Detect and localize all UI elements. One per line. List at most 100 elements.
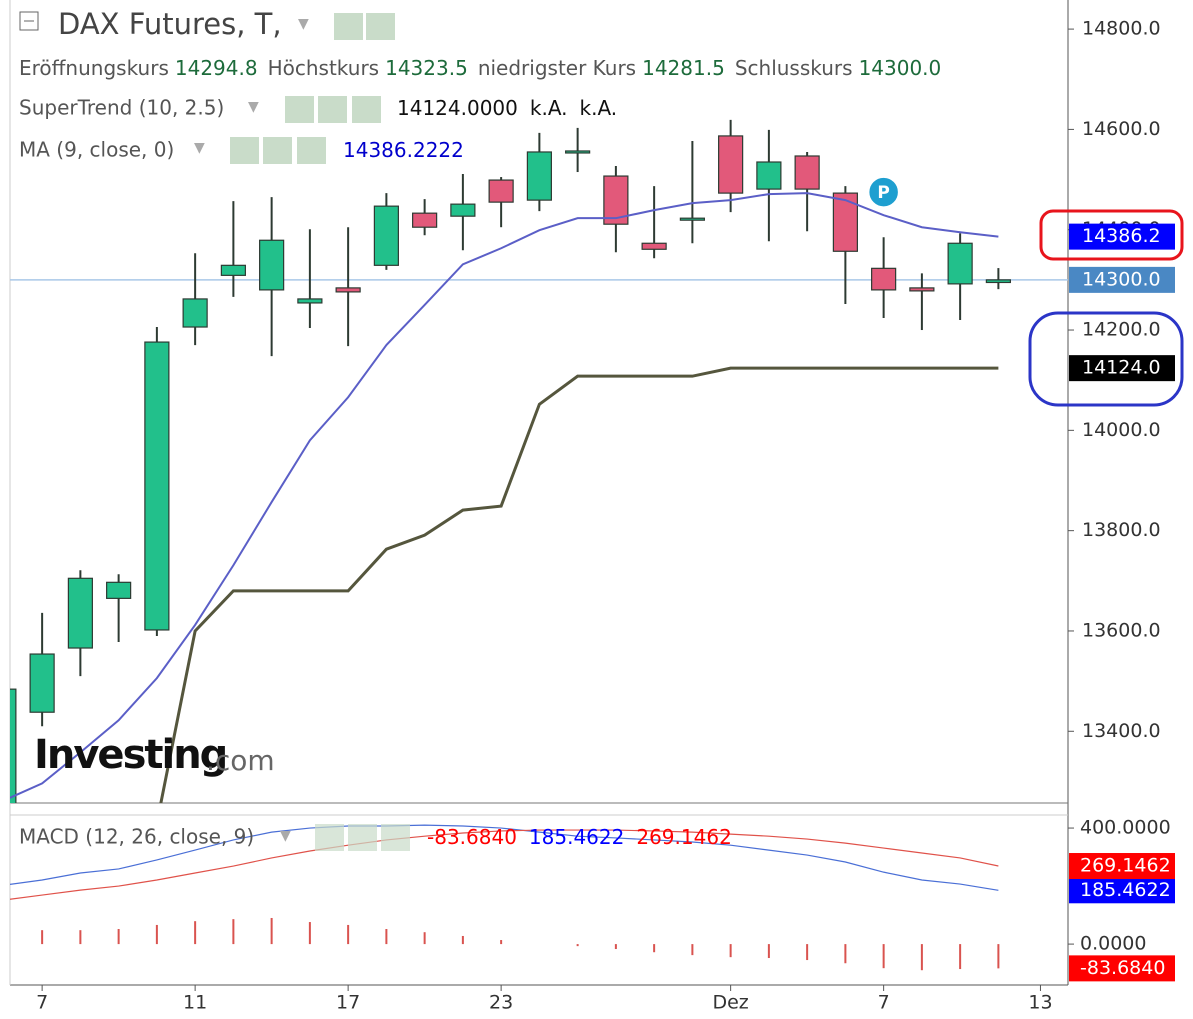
price-label-bg — [1069, 853, 1175, 880]
histogram-bar — [117, 929, 120, 945]
macd-value: 269.1462 — [636, 825, 731, 849]
collapse-button[interactable] — [19, 11, 39, 31]
overlay-value: k.A. — [530, 96, 568, 120]
candle-body — [871, 267, 897, 291]
overlay-value: 14124.0000 — [397, 96, 518, 120]
overlay-value: k.A. — [580, 96, 618, 120]
legend-label: niedrigster Kurs — [478, 56, 636, 80]
price-pane: P — [10, 119, 1068, 803]
x-tick-label: 11 — [183, 992, 207, 1014]
candle-body — [335, 287, 361, 293]
candle-body — [679, 217, 705, 221]
candle-body — [909, 287, 935, 292]
annotation-marker — [867, 176, 900, 208]
x-tick-label: 7 — [36, 992, 48, 1014]
histogram-bar — [729, 944, 732, 958]
candle-body — [794, 155, 820, 190]
histogram-bar — [614, 944, 617, 950]
overlay-values: 14124.0000 k.A. k.A. — [397, 96, 617, 120]
remove-button[interactable] — [381, 824, 410, 851]
y-tick-label: 13600.0 — [1082, 619, 1161, 641]
watermark-suffix: .com — [206, 744, 275, 777]
eye-button[interactable] — [230, 137, 259, 164]
macd-buttons: ▼ — [280, 824, 410, 851]
histogram-bar — [461, 935, 464, 945]
candle-body — [985, 279, 1011, 284]
histogram-bar — [194, 921, 197, 945]
overlay-line — [10, 192, 999, 799]
y-tick-label: 0.0000 — [1080, 933, 1146, 955]
macd-values: -83.6840 185.4622 269.1462 — [427, 825, 732, 849]
dropdown-arrow[interactable]: ▼ — [248, 99, 259, 115]
histogram-bar — [79, 930, 82, 945]
settings-button[interactable] — [318, 96, 347, 123]
histogram-bar — [806, 944, 809, 961]
settings-button[interactable] — [263, 137, 292, 164]
eye-button[interactable] — [334, 13, 363, 40]
candle-body — [297, 298, 323, 304]
highlight-box — [1039, 209, 1184, 261]
price-label: 185.4622 — [1080, 879, 1171, 901]
candle-body — [947, 242, 973, 285]
candle-body — [259, 239, 285, 291]
x-tick-label: 23 — [489, 992, 513, 1014]
overlay-name: MA (9, close, 0) — [19, 138, 174, 162]
candle-body — [412, 212, 438, 228]
histogram-bar — [232, 919, 235, 945]
histogram-bar — [576, 944, 579, 947]
macd-line — [10, 824, 999, 891]
candle-body — [756, 161, 782, 190]
histogram-bar — [844, 944, 847, 964]
price-label-bg — [1069, 355, 1175, 382]
histogram-bar — [653, 944, 656, 953]
settings-button[interactable] — [366, 13, 395, 40]
histogram-bar — [347, 924, 350, 945]
eye-button[interactable] — [285, 96, 314, 123]
histogram-bar — [155, 924, 158, 945]
overlay-values: 14386.2222 — [343, 138, 464, 162]
histogram-bar — [270, 917, 273, 945]
ma-buttons: ▼ — [194, 137, 326, 164]
legend-label: Eröffnungskurs — [19, 56, 169, 80]
candle-body — [10, 688, 17, 803]
y-tick-label: 14800.0 — [1082, 18, 1161, 40]
macd-value: -83.6840 — [427, 825, 517, 849]
y-tick-label: 14200.0 — [1082, 319, 1161, 341]
histogram-bar — [41, 930, 44, 945]
settings-button[interactable] — [348, 824, 377, 851]
annotation-text: P — [877, 183, 889, 203]
candle-body — [106, 581, 132, 599]
dropdown-arrow[interactable]: ▼ — [298, 16, 309, 32]
supertrend-buttons: ▼ — [248, 96, 381, 123]
price-label-bg — [1069, 223, 1175, 250]
overlay-name: SuperTrend (10, 2.5) — [19, 96, 224, 120]
histogram-bar — [920, 944, 923, 971]
price-label: 14386.2 — [1082, 225, 1161, 247]
legend-value: 14281.5 — [642, 56, 725, 80]
eye-button[interactable] — [315, 824, 344, 851]
overlay-value: 14386.2222 — [343, 138, 464, 162]
histogram-bar — [767, 944, 770, 959]
price-label: 14300.0 — [1082, 268, 1161, 290]
histogram-bar — [997, 944, 1000, 969]
x-tick-label: 13 — [1028, 992, 1052, 1014]
price-label-bg — [1069, 877, 1175, 904]
candle-body — [450, 203, 476, 217]
candle-body — [182, 298, 208, 328]
x-tick-label: Dez — [712, 992, 748, 1014]
price-label: 269.1462 — [1080, 855, 1171, 877]
macd-value: 185.4622 — [529, 825, 624, 849]
x-tick-label: 17 — [336, 992, 360, 1014]
overlay-layer: 13400.013600.013800.014000.014200.014400… — [36, 18, 1175, 1014]
remove-button[interactable] — [352, 96, 381, 123]
dropdown-arrow[interactable]: ▼ — [280, 828, 291, 844]
price-label: -83.6840 — [1080, 957, 1165, 979]
macd-title: MACD (12, 26, close, 9) — [19, 825, 254, 849]
legend-label: Höchstkurs — [268, 56, 380, 80]
legend-value: 14294.8 — [175, 56, 258, 80]
remove-button[interactable] — [297, 137, 326, 164]
dropdown-arrow[interactable]: ▼ — [194, 140, 205, 156]
x-tick-label: 7 — [878, 992, 890, 1014]
highlight-box — [1028, 311, 1184, 407]
